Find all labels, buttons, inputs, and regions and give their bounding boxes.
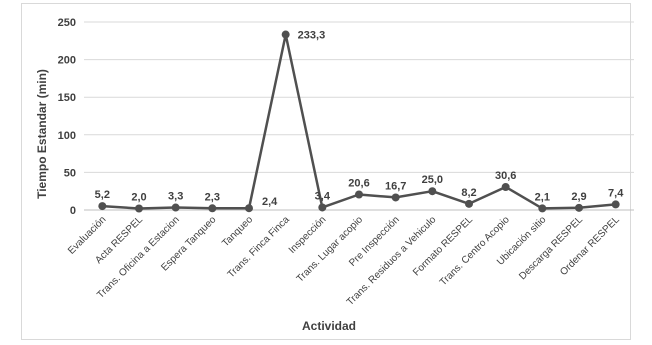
data-label: 16,7 [385,180,406,192]
y-tick-label: 200 [58,55,76,67]
data-point [428,187,437,196]
data-labels: 5,2 2,0 3,3 2,3 2,4 233,3 3,4 20,6 16,7 25,0 8,2 30… [95,30,625,209]
y-tick-label: 100 [58,130,76,142]
data-label: 30,6 [495,170,516,182]
data-point [281,30,290,39]
data-point [611,200,620,209]
data-point [465,199,473,208]
y-tick-label: 0 [70,205,76,217]
data-points [98,30,620,213]
data-label: 3,4 [315,190,331,202]
data-label: 2,0 [131,191,146,203]
data-label: 25,0 [422,174,443,186]
data-point [575,203,583,212]
data-label: 3,3 [168,191,183,203]
data-label: 20,6 [348,178,369,190]
data-point [355,190,363,199]
data-point [391,193,400,202]
data-point [318,203,327,212]
x-tick-label: Trans. Lugar acopio [295,214,366,285]
data-label: 2,4 [262,196,278,208]
data-point [208,204,217,213]
data-label: 2,3 [205,191,220,203]
data-point [171,203,180,212]
data-point [501,182,510,191]
y-tick-labels: 0 50 100 150 200 250 [58,17,76,217]
y-tick-label: 250 [58,17,76,29]
data-point [135,204,143,213]
data-label: 233,3 [298,30,326,42]
data-point [98,202,107,211]
data-label: 2,9 [571,191,586,203]
data-point [245,204,253,213]
y-tick-label: 150 [58,92,76,104]
data-label: 8,2 [461,187,476,199]
data-label: 5,2 [95,189,110,201]
x-tick-label: Trans. Finca Finca [226,214,292,280]
x-axis-label: Actividad [302,319,356,333]
y-axis-label: Tiempo Estandar (min) [35,69,49,199]
data-label: 7,4 [608,187,624,199]
x-tick-label: Tanqueo [220,214,255,249]
x-tick-label: Descarga RESPEL [517,214,585,282]
data-point [538,204,547,213]
y-tick-label: 50 [64,167,76,179]
x-tick-label: Trans. Centro Acopio [438,214,512,288]
data-label: 2,1 [535,191,550,203]
